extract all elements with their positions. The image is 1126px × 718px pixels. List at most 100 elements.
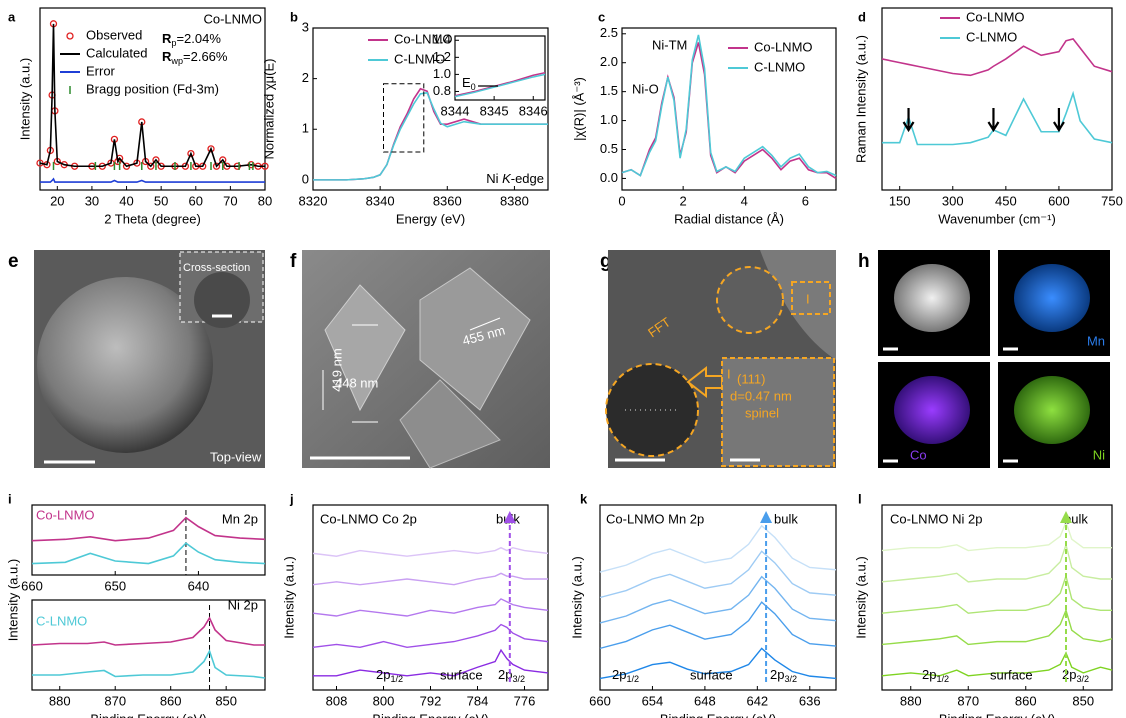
x-tick-label: 640	[188, 578, 210, 593]
image-label: I	[727, 366, 731, 381]
data-point	[122, 162, 131, 170]
data-line	[31, 516, 266, 542]
x-tick-label: 8320	[299, 193, 328, 208]
annotation: E0	[462, 75, 476, 92]
plot-frame	[621, 27, 837, 191]
image-label: (111)	[737, 371, 765, 386]
y-tick-label: 3	[302, 19, 309, 34]
x-tick-label: 870	[104, 693, 126, 708]
text-part: 1/2	[626, 674, 639, 684]
panel-letter: a	[8, 9, 16, 24]
image-label: Mn	[1087, 333, 1105, 348]
text-part: 2p	[922, 667, 936, 682]
x-tick-label: 60	[189, 193, 203, 208]
y-tick-label: 0	[302, 171, 309, 186]
data-line	[313, 91, 548, 181]
text-part: R	[162, 31, 172, 46]
annotation: Mn 2p	[222, 511, 258, 526]
element-map	[894, 376, 970, 444]
peak-arrow	[902, 108, 915, 133]
data-line	[31, 616, 265, 646]
image-label: 448 nm	[335, 375, 378, 390]
x-tick-label: 0	[618, 193, 625, 208]
annotation: bulk	[774, 511, 798, 526]
text-part: 2p	[612, 667, 626, 682]
x-tick-label: 750	[1101, 193, 1123, 208]
x-axis-label: Binding Energy (eV)	[372, 711, 488, 718]
arrow-head	[760, 511, 773, 523]
data-point	[207, 145, 215, 153]
panel-letter: j	[289, 491, 294, 506]
image-label: d=0.47 nm	[730, 388, 792, 403]
y-tick-label: 1.5	[600, 83, 618, 98]
panel-letter: h	[858, 251, 870, 272]
legend-swatch	[66, 32, 74, 40]
data-line	[599, 601, 837, 650]
annotation: Rwp=2.66%	[162, 49, 228, 66]
text-part: E	[462, 75, 471, 90]
text-part: K	[502, 171, 512, 186]
zoom-region	[791, 281, 831, 315]
image-panels: e Cross-section Top-view f 419 nm 448 nm…	[8, 250, 1110, 469]
data-point	[147, 162, 155, 170]
x-tick-label: 8340	[366, 193, 395, 208]
arrow	[686, 365, 723, 399]
text-part: 3/2	[512, 674, 525, 684]
x-tick-label: 808	[326, 693, 348, 708]
annotation: surface	[990, 667, 1033, 682]
legend-label: C-LNMO	[36, 613, 87, 628]
x-tick-label: 792	[420, 693, 442, 708]
x-tick-label: 660	[21, 578, 43, 593]
legend-label: Co-LNMO	[966, 9, 1025, 24]
data-line	[40, 177, 265, 183]
panel-letter: k	[580, 491, 588, 506]
y-axis-label: Intensity (a.u.)	[5, 559, 20, 641]
x-axis-label: Wavenumber (cm⁻¹)	[938, 211, 1056, 226]
data-line	[599, 647, 837, 680]
plot-frame	[881, 7, 1113, 191]
arrow-head	[503, 511, 516, 523]
x-axis-label: Energy (eV)	[396, 211, 465, 226]
x-axis-label: Binding Energy (eV)	[660, 711, 776, 718]
annotation: 2p1/2	[376, 667, 403, 684]
panel-letter: g	[600, 251, 612, 272]
x-tick-label: 20	[50, 193, 64, 208]
legend-label: C-LNMO	[754, 59, 805, 74]
plot-frame	[312, 504, 549, 691]
data-line	[454, 71, 546, 97]
panel-letter: c	[598, 9, 605, 24]
annotation: Ni K-edge	[486, 171, 544, 186]
x-tick-label: 30	[85, 193, 99, 208]
data-line	[312, 623, 549, 649]
text-part: 2p	[770, 667, 784, 682]
peak-arrow	[987, 108, 1000, 133]
legend-label: C-LNMO	[394, 51, 445, 66]
annotation: 2p1/2	[922, 667, 949, 684]
annotation: Ni 2p	[228, 597, 258, 612]
data-line	[313, 648, 549, 677]
x-tick-label: 150	[889, 193, 911, 208]
x-tick-label: 870	[957, 693, 979, 708]
x-tick-label: 860	[1015, 693, 1037, 708]
x-tick-label: 850	[1072, 693, 1094, 708]
panel-letter: f	[290, 251, 297, 272]
dimension-line	[469, 317, 501, 331]
image-label: I	[806, 291, 810, 306]
x-tick-label: 880	[900, 693, 922, 708]
data-line	[599, 524, 837, 573]
image-label: Co	[910, 447, 927, 462]
x-tick-label: 648	[694, 693, 716, 708]
data-line	[312, 546, 549, 557]
panel-letter: i	[8, 491, 12, 506]
fft-pattern	[605, 363, 699, 457]
panel-letter: d	[858, 9, 866, 24]
image-label: Ni	[1093, 447, 1105, 462]
y-tick-label: 0.8	[433, 83, 451, 98]
x-tick-label: 8345	[480, 103, 509, 118]
panel-letter: l	[858, 491, 862, 506]
x-axis-label: Binding Energy (eV)	[939, 711, 1055, 718]
y-axis-label: Raman Intensity (a.u.)	[853, 35, 868, 163]
cross-section	[194, 272, 250, 328]
octahedron	[419, 267, 531, 411]
